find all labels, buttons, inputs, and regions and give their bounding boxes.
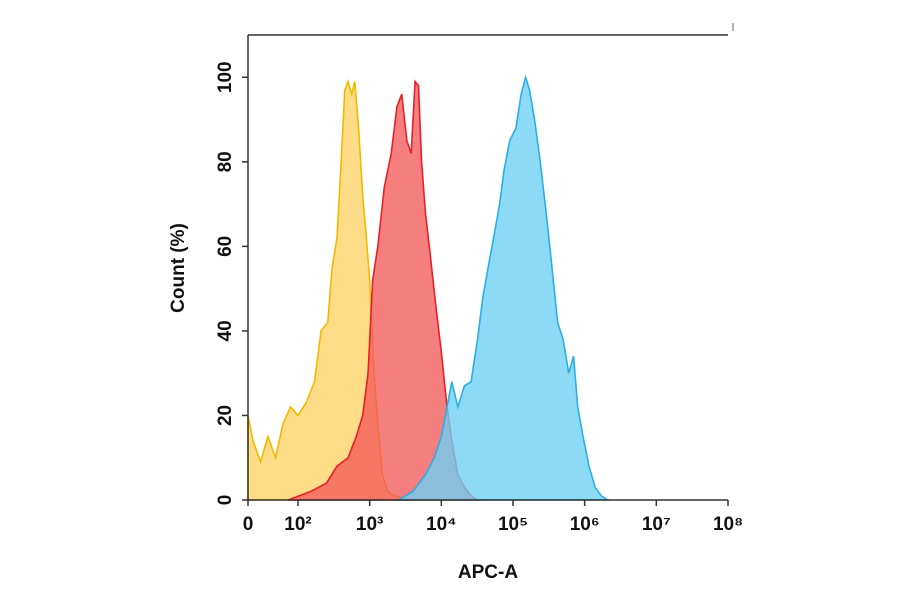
- y-tick-label: 40: [215, 320, 236, 341]
- x-tick-label: 10⁸: [713, 514, 743, 535]
- histogram-area: [395, 74, 611, 501]
- y-tick-label: 100: [215, 61, 236, 93]
- x-tick-label: 0: [243, 514, 254, 535]
- y-tick-label: 60: [215, 236, 236, 257]
- x-tick-label: 10²: [284, 514, 311, 535]
- x-tick-label: 10⁷: [642, 514, 671, 535]
- x-tick-label: 10³: [356, 514, 383, 535]
- y-tick-label: 80: [215, 151, 236, 172]
- y-axis-label: Count (%): [168, 223, 189, 313]
- x-tick-label: 10⁵: [498, 514, 528, 535]
- x-tick-label: 10⁶: [570, 514, 600, 535]
- y-tick-label: 0: [215, 495, 236, 506]
- x-axis-label: APC-A: [458, 562, 518, 583]
- x-tick-label: 10⁴: [426, 514, 457, 535]
- y-tick-label: 20: [215, 405, 236, 426]
